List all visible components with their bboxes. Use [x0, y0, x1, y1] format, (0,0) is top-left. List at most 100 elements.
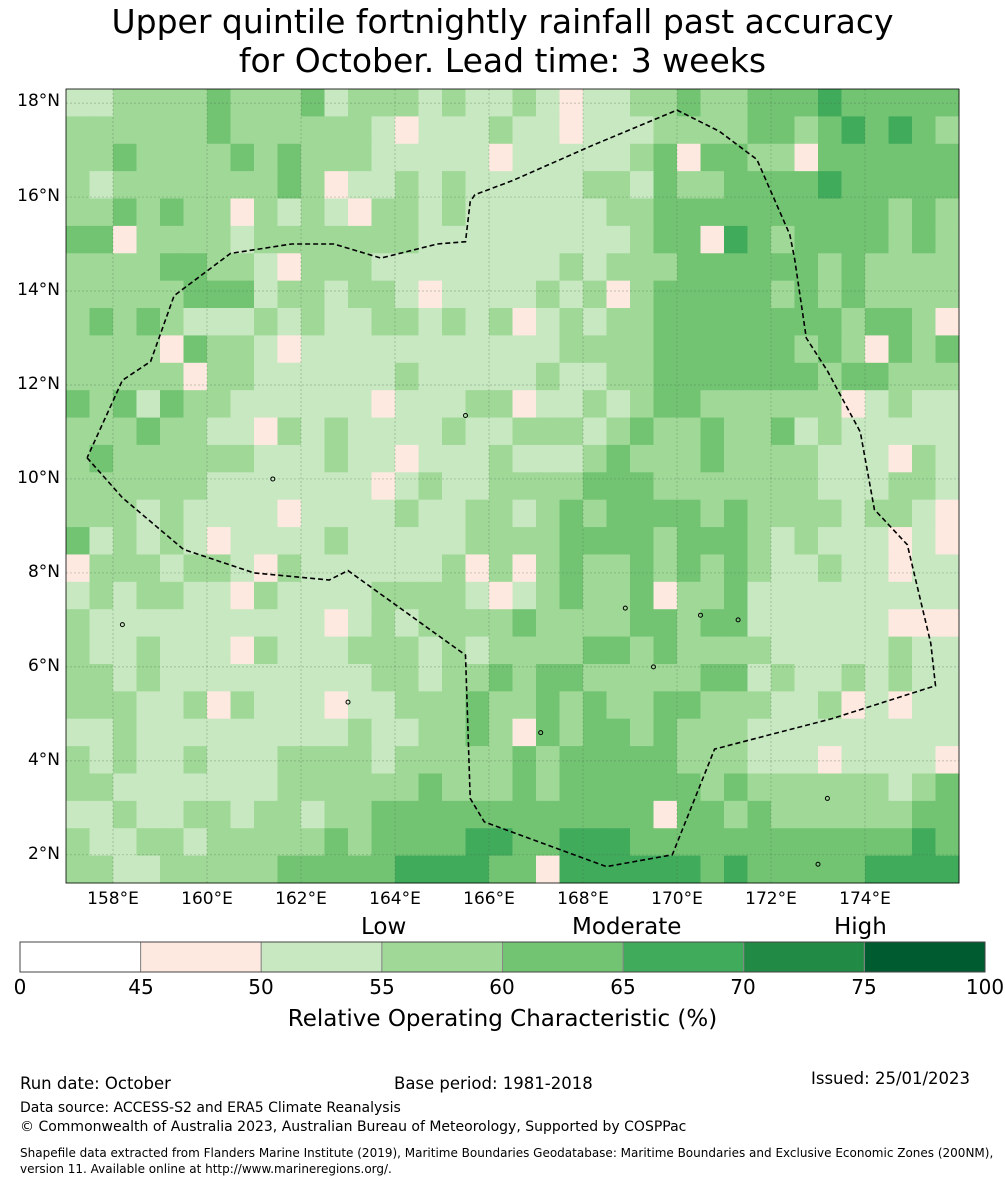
grid-cell [371, 225, 396, 254]
grid-cell [89, 362, 114, 391]
grid-cell [465, 308, 490, 336]
lon-label-158e: 158°E [87, 889, 139, 909]
grid-cell [160, 636, 184, 665]
grid-cell [559, 417, 584, 446]
grid-cell [747, 663, 772, 692]
grid-cell [677, 417, 701, 446]
grid-cell [771, 308, 795, 336]
grid-cell [89, 308, 114, 336]
grid-cell [207, 527, 231, 555]
grid-cell [277, 636, 302, 665]
grid-cell [724, 417, 748, 446]
grid-cell [700, 773, 725, 802]
grid-cell [724, 746, 748, 774]
map-title: Upper quintile fortnightly rainfall past… [0, 2, 1005, 80]
grid-cell [395, 636, 419, 665]
grid-cell [583, 581, 607, 610]
grid-cell [677, 143, 701, 172]
colorbar-segment [19, 941, 142, 973]
grid-cell [512, 225, 537, 254]
grid-cell [113, 527, 137, 555]
grid-cell [348, 116, 372, 145]
grid-cell [888, 828, 913, 857]
grid-cell [724, 225, 748, 254]
grid-cell [653, 800, 678, 829]
grid-cell [324, 636, 349, 665]
grid-cell [724, 143, 748, 172]
grid-cell [606, 773, 631, 802]
grid-cell [160, 663, 184, 692]
grid-cell [277, 554, 302, 583]
grid-cell [606, 855, 631, 884]
grid-cell [371, 390, 396, 419]
grid-cell [136, 773, 161, 802]
grid-cell [583, 609, 607, 638]
grid-cell [160, 417, 184, 446]
grid-cell [489, 855, 513, 884]
grid-cell [865, 828, 889, 857]
grid-cell [113, 472, 137, 501]
grid-cell [442, 773, 466, 802]
lat-label-10n: 10°N [17, 468, 60, 488]
grid-cell [865, 527, 889, 555]
grid-cell [700, 609, 725, 638]
grid-cell [841, 143, 866, 172]
grid-cell [160, 89, 184, 117]
grid-cell [771, 116, 795, 145]
grid-cell [583, 198, 607, 227]
grid-cell [465, 636, 490, 665]
grid-cell [489, 499, 513, 528]
grid-cell [559, 527, 584, 555]
eez-boundary-line [86, 109, 937, 868]
grid-cell [348, 335, 372, 364]
lon-label-172e: 172°E [745, 889, 797, 909]
grid-cell [841, 746, 866, 774]
grid-cell [865, 280, 889, 309]
grid-cell [841, 417, 866, 446]
grid-cell [912, 746, 936, 774]
grid-cell [512, 828, 537, 857]
grid-cell [771, 253, 795, 282]
grid-cell [818, 718, 842, 747]
grid-cell [536, 691, 560, 720]
grid-cell [113, 718, 137, 747]
grid-cell [348, 691, 372, 720]
grid-cell [724, 198, 748, 227]
grid-cell [865, 499, 889, 528]
grid-cell [136, 417, 161, 446]
grid-cell [630, 171, 654, 200]
grid-cell [747, 143, 772, 172]
grid-cell [536, 554, 560, 583]
grid-cell [136, 390, 161, 419]
grid-cell [465, 800, 490, 829]
grid-cell [724, 280, 748, 309]
island-outline [345, 699, 351, 705]
grid-cell [771, 171, 795, 200]
grid-cell [160, 691, 184, 720]
grid-cell [583, 746, 607, 774]
grid-cell [371, 280, 396, 309]
grid-cell [301, 718, 325, 747]
grid-cell [512, 746, 537, 774]
grid-cell [653, 773, 678, 802]
grid-cell [89, 773, 114, 802]
grid-cell [395, 499, 419, 528]
grid-cell [841, 472, 866, 501]
grid-cell [935, 472, 960, 501]
grid-cell [841, 116, 866, 145]
grid-cell [183, 253, 208, 282]
grid-cell [301, 663, 325, 692]
grid-cell [536, 800, 560, 829]
grid-cell [865, 335, 889, 364]
grid-cell [512, 773, 537, 802]
grid-cell [465, 828, 490, 857]
grid-cell [700, 746, 725, 774]
grid-cell [677, 581, 701, 610]
grid-cell [700, 280, 725, 309]
grid-cell [348, 663, 372, 692]
grid-cell [700, 308, 725, 336]
grid-cell [136, 746, 161, 774]
grid-cell [395, 663, 419, 692]
grid-cell [653, 280, 678, 309]
grid-cell [747, 390, 772, 419]
